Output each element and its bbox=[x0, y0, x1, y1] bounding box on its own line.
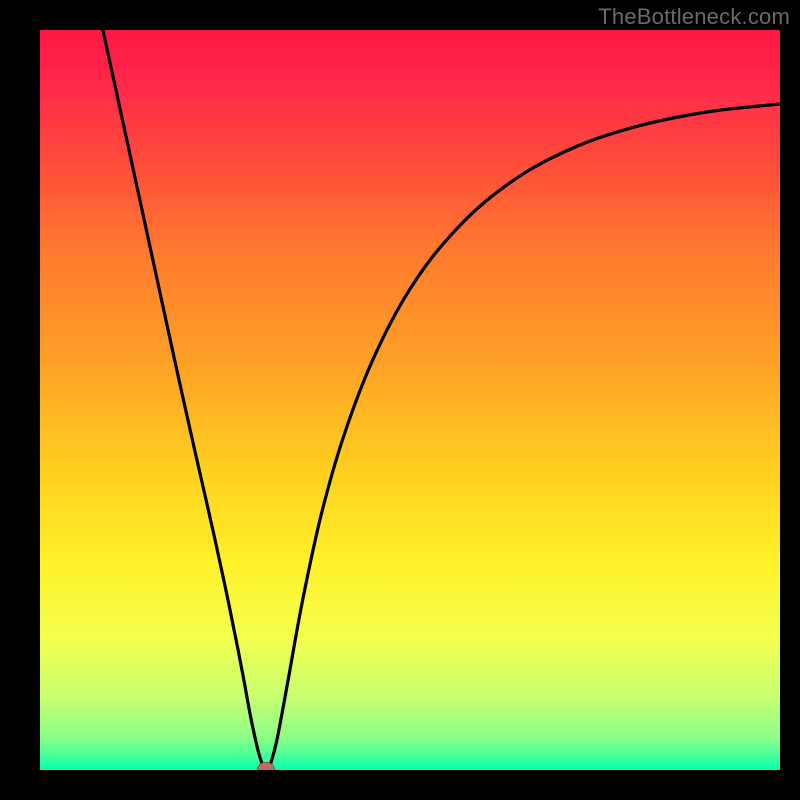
curve-right-ascent bbox=[269, 104, 780, 768]
bottleneck-curve-svg bbox=[40, 30, 780, 770]
curve-left-descent bbox=[103, 30, 264, 768]
plot-area bbox=[40, 30, 780, 770]
watermark-text: TheBottleneck.com bbox=[598, 4, 790, 30]
